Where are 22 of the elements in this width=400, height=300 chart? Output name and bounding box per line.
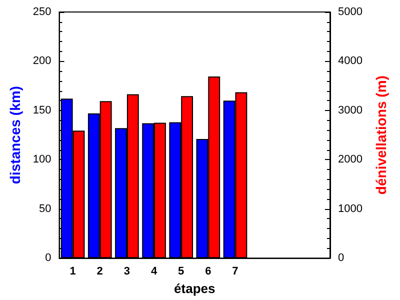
y2-tick-label: 3000 — [338, 104, 362, 116]
y2-tick-label: 0 — [338, 252, 344, 264]
x-tick-label: 5 — [178, 266, 184, 278]
x-axis-title: étapes — [174, 281, 216, 296]
y-tick-label: 200 — [32, 55, 52, 68]
x-tick-label: 3 — [124, 266, 130, 278]
y-tick-label: 50 — [39, 202, 52, 215]
x-tick-label: 4 — [150, 266, 158, 278]
y-axis-title: distances (km) — [7, 86, 23, 184]
y-tick-label: 0 — [45, 252, 52, 264]
y2-tick-label: 5000 — [338, 6, 362, 18]
x-tick-label: 7 — [232, 266, 238, 278]
y2-tick-label: 4000 — [338, 55, 362, 68]
x-tick-label: 1 — [70, 266, 76, 278]
x-tick-label: 6 — [205, 266, 212, 278]
y-tick-label: 100 — [32, 154, 52, 166]
y2-tick-label: 2000 — [338, 154, 362, 166]
y2-tick-label: 1000 — [338, 202, 362, 215]
y-tick-label: 150 — [32, 104, 52, 116]
y-tick-label: 250 — [32, 6, 52, 18]
y2-axis-title: dénivellations (m) — [373, 76, 389, 195]
x-tick-label: 2 — [96, 266, 103, 278]
